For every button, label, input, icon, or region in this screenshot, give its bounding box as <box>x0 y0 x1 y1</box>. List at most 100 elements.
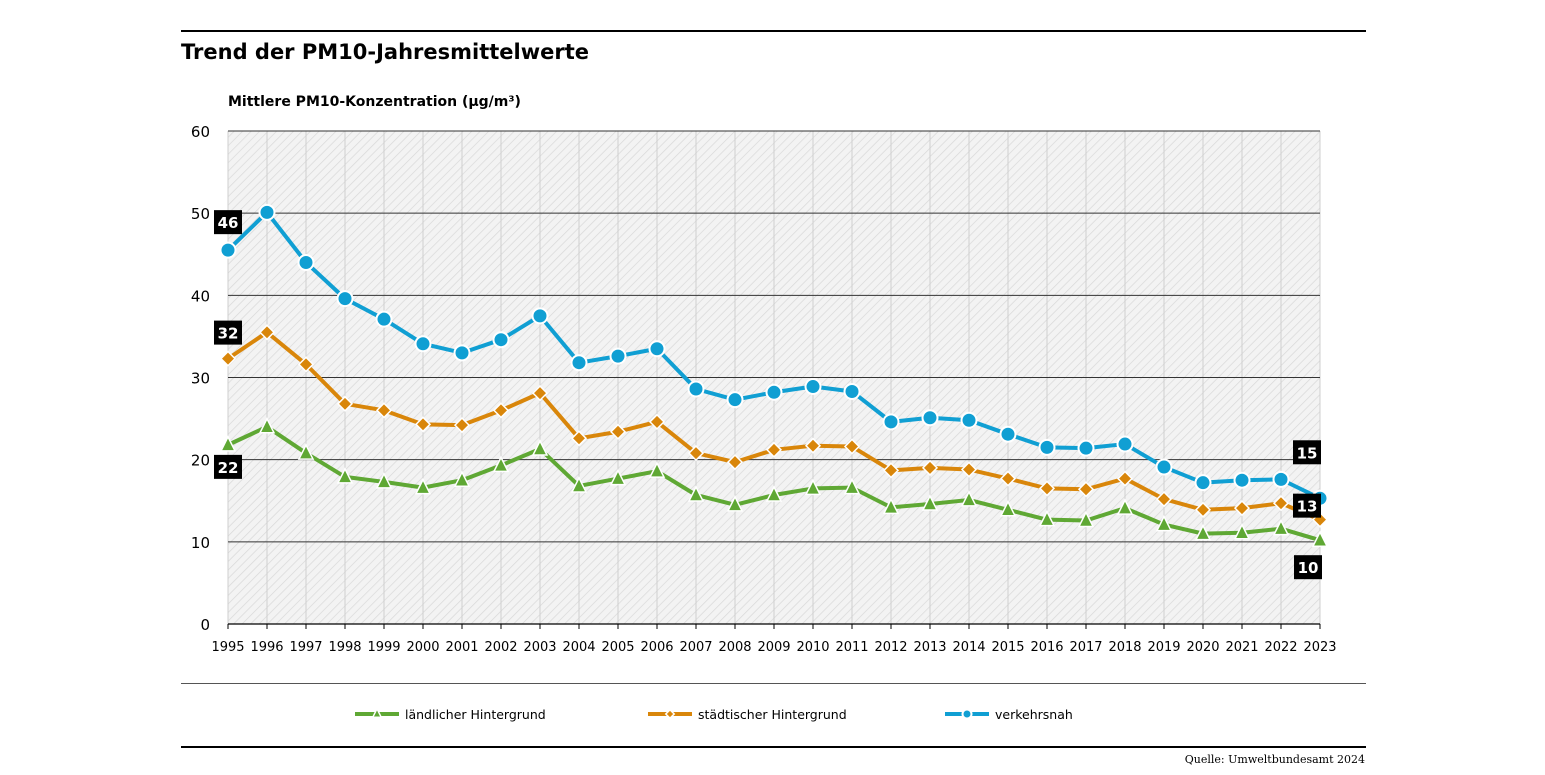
legend-item-laendlich: ländlicher Hintergrund <box>355 705 546 723</box>
data-point <box>297 253 315 271</box>
data-label: 22 <box>214 454 242 479</box>
data-label-text: 15 <box>1297 444 1318 462</box>
data-point <box>1194 523 1212 541</box>
legend-swatch-circle <box>945 708 989 720</box>
x-tick-label: 2017 <box>1069 640 1102 655</box>
x-tick-label: 2013 <box>913 640 946 655</box>
data-label-box <box>214 210 242 235</box>
x-tick-label: 2011 <box>835 640 868 655</box>
data-point <box>336 467 354 484</box>
data-point <box>921 459 939 476</box>
y-tick-label: 40 <box>191 287 210 305</box>
x-tick-label: 2018 <box>1108 640 1141 655</box>
data-point <box>1038 438 1056 456</box>
data-point <box>453 344 471 362</box>
data-point <box>687 445 705 462</box>
series-diamond <box>219 324 1329 528</box>
data-label: 46 <box>214 210 242 235</box>
y-axis-title: Mittlere PM10-Konzentration (µg/m³) <box>228 94 521 110</box>
data-label-box <box>1294 555 1322 580</box>
data-point <box>336 395 354 412</box>
data-point <box>453 417 471 434</box>
data-point <box>1233 523 1251 540</box>
data-point <box>687 380 705 398</box>
x-tick-label: 2007 <box>679 640 712 655</box>
data-point <box>219 435 237 452</box>
data-point <box>882 413 900 431</box>
x-tick-label: 2003 <box>523 640 556 655</box>
x-tick-label: 1999 <box>367 640 400 655</box>
data-point <box>687 485 705 502</box>
data-point <box>1194 474 1212 492</box>
source-note: Quelle: Umweltbundesamt 2024 <box>1184 753 1365 766</box>
legend-item-verkehrsnah: verkehrsnah <box>945 705 1073 723</box>
data-point <box>375 402 393 419</box>
legend-label: ländlicher Hintergrund <box>405 706 546 722</box>
y-tick-label: 30 <box>191 370 210 388</box>
data-point <box>804 437 822 454</box>
data-point <box>414 416 432 433</box>
data-point <box>726 454 744 471</box>
data-point <box>1272 470 1290 488</box>
data-point <box>960 461 978 478</box>
data-point <box>999 470 1017 487</box>
data-point <box>1038 509 1056 527</box>
chart-title: Trend der PM10-Jahresmittelwerte <box>181 40 589 64</box>
data-point <box>297 356 315 373</box>
legend-marker <box>371 707 383 718</box>
x-tick-label: 2019 <box>1147 640 1180 655</box>
data-point <box>960 411 978 429</box>
x-tick-label: 2020 <box>1186 640 1219 655</box>
data-point <box>765 383 783 401</box>
data-point <box>804 378 822 396</box>
data-point <box>297 443 315 460</box>
data-point <box>999 425 1017 443</box>
data-point <box>570 354 588 372</box>
line-chart: 0 10 20 30 40 50 60 1995 1996 1997 1998 1999 2000 200… <box>191 123 1337 655</box>
x-tick-label: 2012 <box>874 640 907 655</box>
x-tick-label: 2009 <box>757 640 790 655</box>
legend-swatch-triangle <box>355 707 399 718</box>
data-point <box>726 391 744 409</box>
x-tick-label: 2002 <box>484 640 517 655</box>
x-tick-label: 2006 <box>640 640 673 655</box>
x-tick-label: 2000 <box>406 640 439 655</box>
data-point <box>375 310 393 328</box>
legend-label: verkehrsnah <box>995 706 1073 722</box>
data-point <box>219 241 237 259</box>
data-point <box>414 477 432 495</box>
data-point <box>492 455 510 473</box>
series-circle <box>219 203 1329 507</box>
data-label-box <box>1293 440 1321 465</box>
top-rule <box>181 30 1366 32</box>
data-point <box>648 340 666 358</box>
data-point <box>258 203 276 221</box>
x-tick-label: 2016 <box>1030 640 1063 655</box>
data-label: 10 <box>1294 555 1322 580</box>
data-point <box>999 500 1017 517</box>
data-point <box>1077 481 1095 498</box>
data-point <box>1077 510 1095 528</box>
data-point <box>765 485 783 502</box>
data-point <box>882 462 900 479</box>
x-tick-label: 2023 <box>1303 640 1336 655</box>
x-tick-label: 2004 <box>562 640 595 655</box>
data-point <box>1116 470 1134 487</box>
data-label: 13 <box>1293 493 1321 518</box>
x-tick-label: 1995 <box>211 640 244 655</box>
data-label-text: 13 <box>1297 498 1318 516</box>
y-tick-label: 60 <box>191 123 210 141</box>
data-label-text: 22 <box>218 459 239 477</box>
data-point <box>570 476 588 493</box>
data-label-text: 32 <box>218 325 239 343</box>
data-label: 32 <box>214 320 242 345</box>
data-point <box>1194 501 1212 518</box>
x-tick-label: 2005 <box>601 640 634 655</box>
data-point <box>258 417 276 434</box>
data-point <box>921 494 939 511</box>
data-point <box>843 438 861 455</box>
x-tick-label: 2001 <box>445 640 478 655</box>
data-label-text: 10 <box>1298 559 1319 577</box>
data-point <box>648 413 666 430</box>
data-point <box>531 385 549 402</box>
